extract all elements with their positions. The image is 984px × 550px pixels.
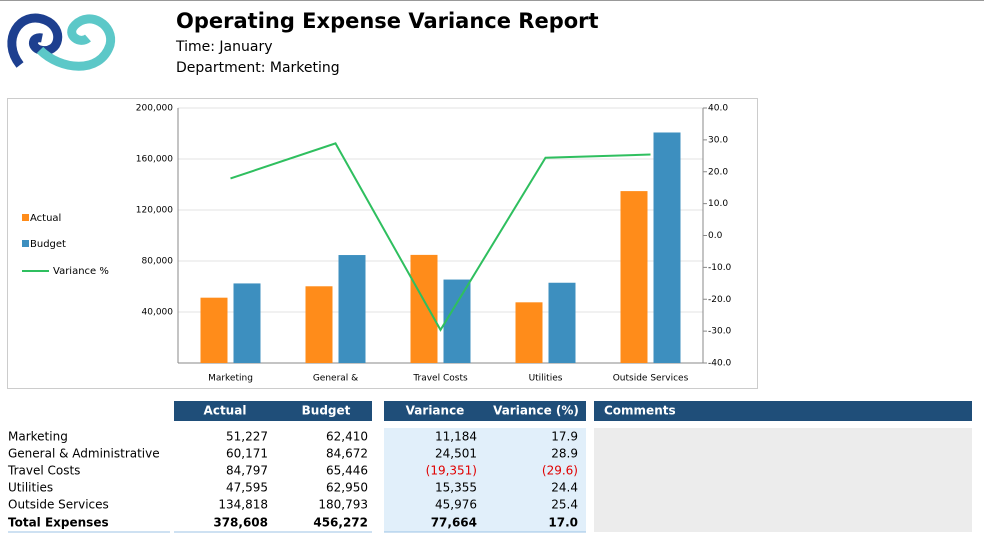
cell-value: 180,793 [318,498,368,512]
bar [200,297,228,363]
cell-value: 65,446 [326,464,368,478]
y2-tick-label: -10.0 [708,263,732,273]
bar [548,282,576,363]
column-header: Comments [604,404,676,418]
y-tick-label: 120,000 [136,206,173,216]
report-time: Time: January [175,39,273,55]
bar [410,254,438,363]
bar [305,286,333,363]
cell-value: (29.6) [542,464,578,478]
cell-value: 456,272 [313,516,368,530]
y2-tick-label: -40.0 [708,359,732,369]
cell-value: 15,355 [435,481,477,495]
y2-tick-label: 20.0 [708,167,728,177]
x-tick-label: General & [313,374,358,384]
y2-tick-label: 10.0 [708,199,728,209]
cell-value: 84,797 [226,464,268,478]
cell-value: 17.0 [548,516,578,530]
header-bar [174,401,372,421]
cell-value: 25.4 [551,498,578,512]
bar [515,302,543,363]
cell-value: 45,976 [435,498,477,512]
legend-label: Budget [30,239,66,250]
cell-value: 77,664 [431,516,477,530]
x-tick-label: Utilities [529,374,563,384]
variance-background [384,428,586,532]
cell-value: 60,171 [226,447,268,461]
bar [620,191,648,363]
bar [233,283,261,363]
y2-tick-label: -20.0 [708,295,732,305]
bar [338,255,366,363]
cell-value: 47,595 [226,481,268,495]
y2-tick-label: 0.0 [708,231,723,241]
legend-label: Variance % [53,266,109,277]
cell-value: 24,501 [435,447,477,461]
y2-tick-label: -30.0 [708,327,732,337]
chart-frame [7,98,758,389]
cell-value: 134,818 [218,498,268,512]
x-tick-label: Outside Services [613,374,689,384]
cell-value: 84,672 [326,447,368,461]
x-tick-label: Travel Costs [412,374,468,384]
logo [7,13,116,71]
report-title: Operating Expense Variance Report [176,9,599,33]
y-tick-label: 40,000 [142,308,174,318]
row-label: Utilities [8,481,53,495]
report-department: Department: Marketing [176,60,340,76]
column-header: Variance [406,404,465,418]
y2-tick-label: 40.0 [708,104,728,114]
row-label: General & Administrative [8,447,160,461]
row-label: Outside Services [8,498,109,512]
cell-value: 51,227 [226,430,268,444]
row-label: Travel Costs [7,464,80,478]
y-tick-label: 80,000 [142,257,174,267]
cell-value: 62,410 [326,430,368,444]
cell-value: 378,608 [213,516,268,530]
header-bar [384,401,586,421]
legend-swatch [22,214,29,221]
y-tick-label: 160,000 [136,155,173,165]
row-label: Marketing [8,430,68,444]
bar [653,132,681,363]
cell-value: 17.9 [551,430,578,444]
row-label: Total Expenses [8,516,109,530]
cell-value: 11,184 [435,430,477,444]
header-bar [594,401,972,421]
column-header: Budget [302,404,351,418]
y2-tick-label: 30.0 [708,135,728,145]
comments-background [594,428,972,532]
bar [443,279,471,363]
column-header: Actual [204,404,247,418]
legend-label: Actual [30,213,61,224]
cell-value: 28.9 [551,447,578,461]
y-tick-label: 200,000 [136,104,173,114]
cell-value: 62,950 [326,481,368,495]
legend-swatch [22,240,29,247]
cell-value: (19,351) [426,464,477,478]
cell-value: 24.4 [551,481,578,495]
x-tick-label: Marketing [208,374,253,384]
line-series [230,142,651,332]
column-header: Variance (%) [493,404,579,418]
